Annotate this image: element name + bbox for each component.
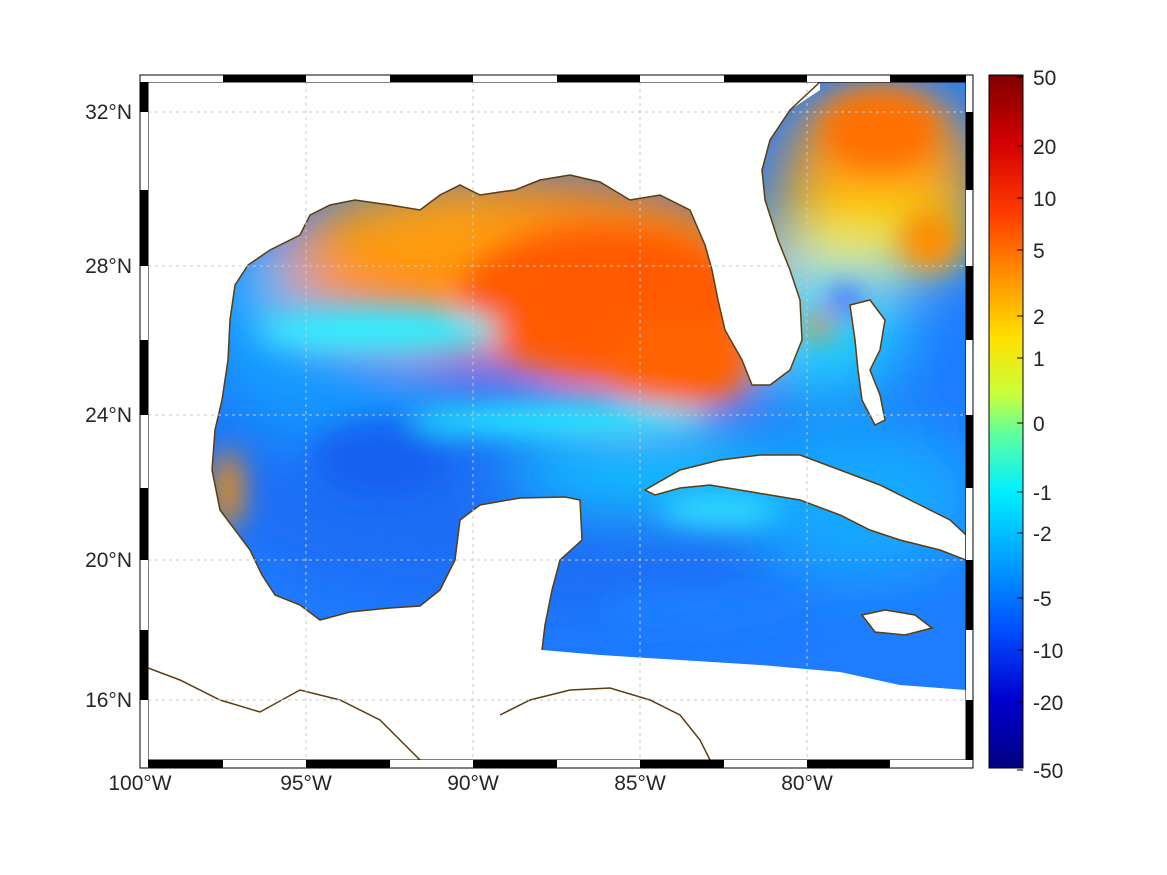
colorbar-tick-label: 1	[1033, 348, 1045, 371]
lon-label: 80°W	[781, 772, 833, 795]
lon-label: 90°W	[447, 772, 499, 795]
north-america-land	[148, 82, 966, 760]
lat-label: 16°N	[85, 689, 132, 712]
lat-label: 24°N	[85, 404, 132, 427]
colorbar-tick-label: 10	[1033, 188, 1056, 211]
land-masses	[148, 82, 966, 760]
colorbar-tick-label: 50	[1033, 67, 1056, 90]
colorbar-gradient	[988, 74, 1024, 769]
bahamas-land	[850, 300, 885, 425]
colorbar-tick-label: -10	[1033, 640, 1063, 663]
colorbar-tick-label: 20	[1033, 136, 1056, 159]
colorbar-tick-label: 2	[1033, 306, 1045, 329]
central-america-coastline	[148, 667, 421, 760]
colorbar-tick-label: -50	[1033, 760, 1063, 783]
jamaica-land	[862, 610, 932, 635]
colorbar-tick-label: -1	[1033, 482, 1052, 505]
lon-label: 100°W	[108, 772, 171, 795]
coastlines	[148, 82, 966, 760]
latitude-labels: 32°N 28°N 24°N 20°N 16°N	[85, 101, 132, 712]
jamaica-coastline	[860, 609, 934, 636]
lon-label: 95°W	[280, 772, 332, 795]
lat-label: 32°N	[85, 101, 132, 124]
colorbar-tick-label: 0	[1033, 413, 1045, 436]
map-frame	[139, 74, 974, 769]
bahamas-coastline	[849, 299, 886, 427]
colorbar-tick-label: -5	[1033, 588, 1052, 611]
lon-label: 85°W	[614, 772, 666, 795]
colorbar-tick-label: -2	[1033, 523, 1052, 546]
colorbar-tick-label: 5	[1033, 240, 1045, 263]
cuba-land	[645, 455, 966, 560]
lat-label: 28°N	[85, 255, 132, 278]
lat-label: 20°N	[85, 549, 132, 572]
honduras-coastline	[499, 687, 711, 760]
colorbar-tick-label: -20	[1033, 692, 1063, 715]
longitude-labels: 100°W 95°W 90°W 85°W 80°W	[108, 772, 833, 795]
cuba-coastline	[643, 454, 966, 561]
gulf-coastline	[211, 82, 821, 651]
graticule	[148, 82, 966, 760]
